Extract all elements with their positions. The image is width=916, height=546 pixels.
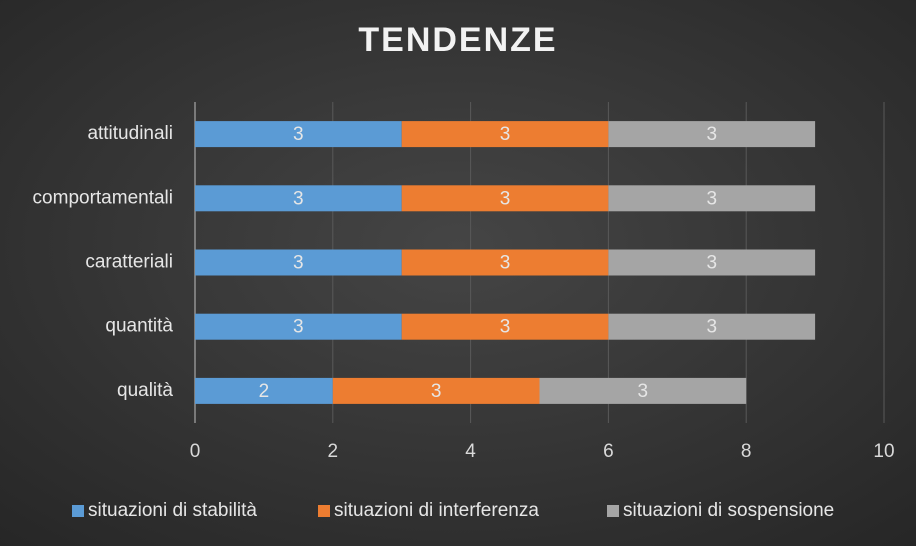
legend-swatch	[607, 505, 619, 517]
data-label: 3	[638, 381, 649, 402]
legend-label: situazioni di interferenza	[334, 500, 539, 521]
bar-segment	[608, 121, 816, 148]
bar-segment	[195, 121, 402, 148]
legend-swatch	[72, 505, 84, 517]
data-label: 3	[293, 317, 304, 338]
bar-segment	[195, 185, 402, 212]
data-label: 3	[706, 188, 717, 209]
data-label: 3	[293, 253, 304, 274]
legend-swatch	[318, 505, 330, 517]
bar-segment	[195, 377, 333, 404]
data-label: 2	[259, 381, 270, 402]
bar-segment	[608, 185, 816, 212]
x-tick-label: 0	[190, 441, 201, 462]
x-tick-label: 2	[328, 441, 339, 462]
data-label: 3	[706, 317, 717, 338]
y-tick-label: attitudinali	[87, 123, 173, 144]
data-label: 3	[706, 124, 717, 145]
chart-title: TENDENZE	[358, 21, 557, 59]
y-tick-label: qualità	[117, 380, 173, 401]
data-label: 3	[293, 124, 304, 145]
bar-segment	[401, 313, 609, 340]
data-label: 3	[500, 124, 511, 145]
bar-segment	[195, 249, 402, 276]
y-tick-label: comportamentali	[33, 187, 173, 208]
data-label: 3	[706, 253, 717, 274]
data-label: 3	[500, 317, 511, 338]
bar-segment	[401, 249, 609, 276]
legend-label: situazioni di stabilità	[88, 500, 257, 521]
bar-segment	[401, 121, 609, 148]
data-label: 3	[500, 253, 511, 274]
bar-segment	[332, 377, 540, 404]
data-label: 3	[500, 188, 511, 209]
x-tick-label: 6	[603, 441, 614, 462]
bar-segment	[539, 377, 747, 404]
y-tick-label: quantità	[105, 316, 173, 337]
bar-segment	[195, 313, 402, 340]
bar-segment	[608, 249, 816, 276]
x-tick-label: 10	[873, 441, 894, 462]
x-tick-label: 8	[741, 441, 752, 462]
y-tick-label: caratteriali	[85, 252, 173, 273]
data-label: 3	[293, 188, 304, 209]
x-tick-label: 4	[465, 441, 476, 462]
legend-label: situazioni di sospensione	[623, 500, 834, 521]
bar-segment	[401, 185, 609, 212]
data-label: 3	[431, 381, 442, 402]
bar-segment	[608, 313, 816, 340]
